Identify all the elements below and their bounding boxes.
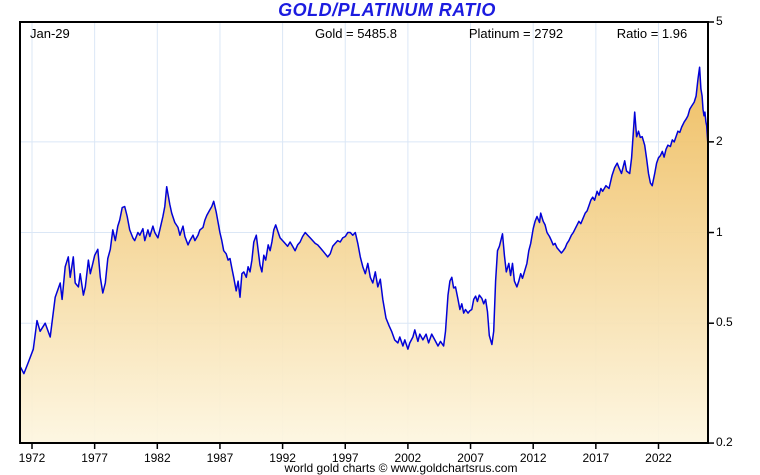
y-axis-label: 1 <box>716 224 723 239</box>
x-axis-label: 1987 <box>206 451 234 465</box>
y-axis-label: 2 <box>716 133 723 148</box>
last-date-label: Jan-29 <box>30 26 70 41</box>
y-axis-label: 0.5 <box>716 315 733 330</box>
x-axis-label: 1982 <box>143 451 171 465</box>
x-axis-label: 2007 <box>457 451 484 465</box>
x-axis-label: 2012 <box>519 451 547 465</box>
y-axis-label: 0.2 <box>716 435 733 450</box>
x-axis-label: 2022 <box>645 451 672 465</box>
chart-title: GOLD/PLATINUM RATIO <box>278 0 496 20</box>
platinum-value-label: Platinum = 2792 <box>468 26 564 41</box>
x-axis-label: 1977 <box>81 451 108 465</box>
y-axis-label: 5 <box>716 14 723 28</box>
x-axis-label: 1997 <box>331 451 359 465</box>
x-axis-label: 1992 <box>269 451 296 465</box>
x-axis-label: 2002 <box>394 451 422 465</box>
x-axis-label: 2017 <box>582 451 610 465</box>
ratio-value-label: Ratio = 1.96 <box>616 26 688 41</box>
gold-value-label: Gold = 5485.8 <box>314 26 398 41</box>
source-credit: world gold charts © www.goldchartsrus.co… <box>284 461 518 475</box>
x-axis-label: 1972 <box>18 451 46 465</box>
